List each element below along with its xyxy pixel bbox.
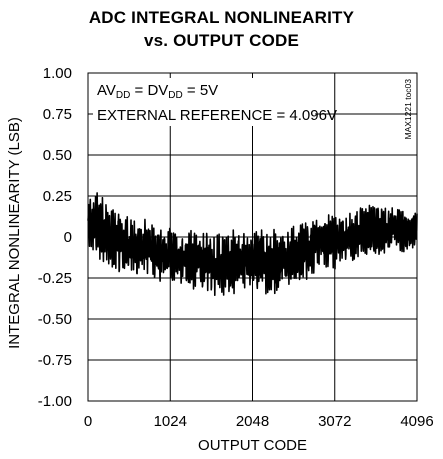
y-axis-ticks: 1.00 0.75 0.50 0.25 0 -0.25 -0.50 -0.75 -1.00 — [38, 65, 72, 410]
x-axis-label: OUTPUT CODE — [198, 437, 307, 454]
y-tick-label: -0.25 — [38, 270, 72, 287]
y-tick-label: 0.25 — [43, 188, 72, 205]
x-tick-label: 0 — [84, 413, 92, 430]
annotation-reference: EXTERNAL REFERENCE = 4.096V — [97, 107, 337, 124]
chart-title-line1: ADC INTEGRAL NONLINEARITY — [88, 8, 355, 27]
y-tick-label: -1.00 — [38, 393, 72, 410]
x-tick-label: 1024 — [154, 413, 187, 430]
figure-tag: MAX1221 toc03 — [403, 79, 413, 140]
y-tick-label: 0.50 — [43, 147, 72, 164]
y-tick-label: -0.75 — [38, 352, 72, 369]
x-tick-label: 3072 — [318, 413, 351, 430]
x-axis-ticks: 0 1024 2048 3072 4096 — [84, 413, 434, 430]
y-tick-label: 1.00 — [43, 65, 72, 82]
y-tick-label: -0.50 — [38, 311, 72, 328]
x-tick-label: 2048 — [236, 413, 269, 430]
plot-frame — [87, 72, 418, 402]
annotation-background — [93, 78, 315, 126]
y-axis-label: INTEGRAL NONLINEARITY (LSB) — [6, 117, 23, 349]
annotation-supply: AVDD = DVDD = 5V — [97, 82, 218, 101]
y-tick-label: 0.75 — [43, 106, 72, 123]
inl-trace-line — [87, 192, 418, 297]
chart-title-line2: vs. OUTPUT CODE — [143, 31, 300, 50]
inl-trace — [87, 192, 418, 297]
x-tick-label: 4096 — [400, 413, 433, 430]
y-tick-label: 0 — [64, 229, 72, 246]
